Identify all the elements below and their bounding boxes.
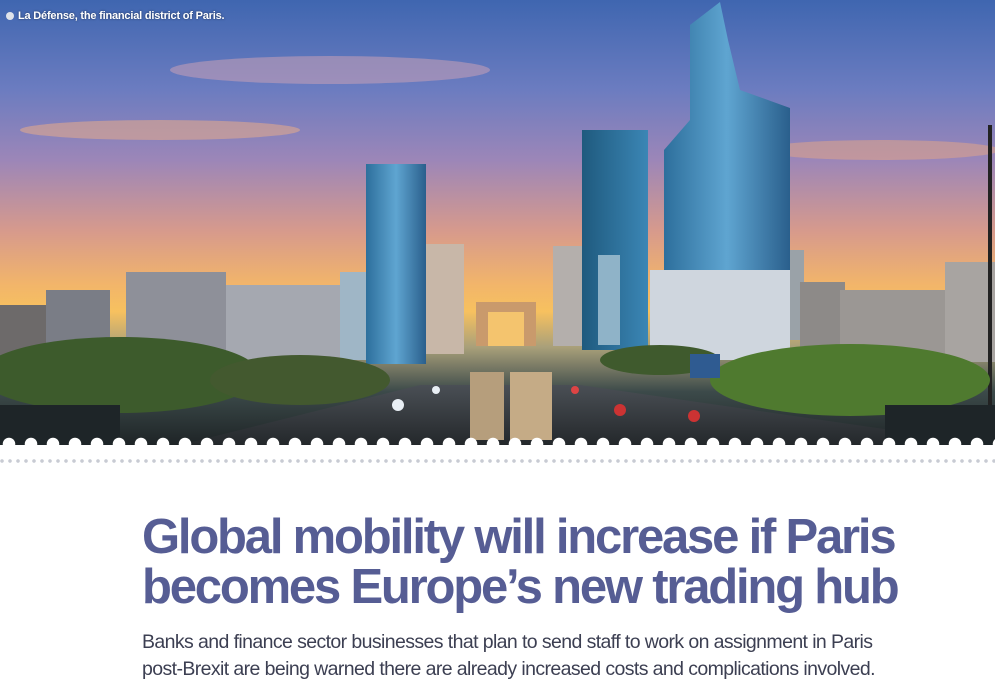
tower [664,2,790,270]
city-skyline-illustration [0,2,995,445]
bullet-dot-icon [6,12,14,20]
standfirst-line-1: Banks and finance sector businesses that… [142,631,873,653]
trees [0,337,260,413]
building [945,262,995,362]
building [650,270,790,360]
lamp-post [988,125,992,415]
tower [366,164,426,364]
road-sign [690,354,720,378]
article-standfirst: Banks and finance sector businesses that… [142,629,992,683]
building [426,244,464,354]
headline-line-1: Global mobility will increase if Paris [142,510,897,564]
building [598,255,620,345]
dotted-divider [0,459,995,463]
building [340,272,368,360]
cloud [20,120,300,140]
train [510,372,552,440]
photo-caption: La Défense, the financial district of Pa… [6,10,225,22]
building [226,285,356,360]
headline-line-2: becomes Europe’s new trading hub [142,560,900,614]
la-defense-photo: La Défense, the financial district of Pa… [0,0,995,445]
standfirst-line-2: post-Brexit are being warned there are a… [142,658,876,680]
perforated-edge [0,437,995,451]
train [470,372,504,440]
article-headline: Global mobility will increase if Paris b… [142,512,992,612]
trees [210,355,390,405]
trees [710,344,990,416]
cloud [170,56,490,84]
photo-caption-text: La Défense, the financial district of Pa… [18,10,225,22]
building [553,246,583,346]
cloud [760,140,995,160]
highway [180,385,995,445]
